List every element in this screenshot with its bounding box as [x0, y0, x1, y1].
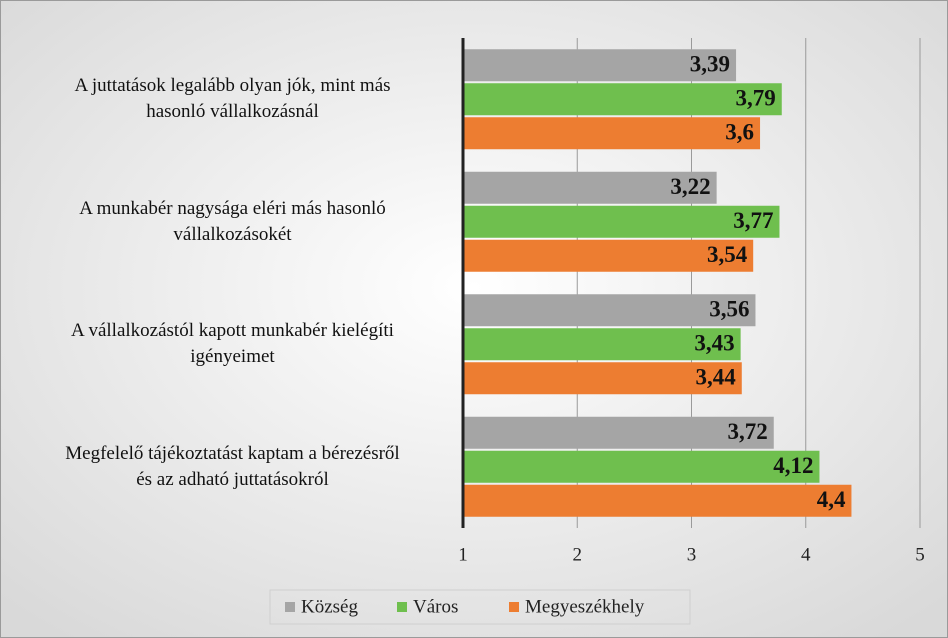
- x-tick-label: 1: [458, 544, 468, 565]
- bar: [463, 49, 737, 82]
- value-label: 3,79: [736, 86, 776, 111]
- value-label: 3,6: [725, 120, 754, 145]
- value-label: 3,43: [694, 331, 734, 356]
- legend-swatch: [509, 602, 519, 612]
- value-label: 3,22: [670, 174, 710, 199]
- x-tick-label: 3: [687, 544, 697, 565]
- x-tick-label: 5: [915, 544, 925, 565]
- value-label: 3,72: [728, 419, 768, 444]
- bar: [463, 117, 761, 150]
- bar: [463, 239, 754, 272]
- bar: [463, 83, 782, 116]
- value-label: 3,54: [707, 242, 748, 267]
- bar: [463, 450, 820, 483]
- bar: [463, 171, 717, 204]
- bar: [463, 294, 756, 327]
- bar: [463, 416, 774, 449]
- x-tick-label: 4: [801, 544, 811, 565]
- legend-label: Megyeszékhely: [525, 596, 645, 617]
- legend-label: Község: [301, 596, 358, 617]
- category-label: Megfelelő tájékoztatást kaptam a bérezés…: [65, 442, 400, 490]
- bar: [463, 205, 780, 238]
- value-label: 3,39: [690, 52, 730, 77]
- category-label: A munkabér nagysága eléri más hasonló vá…: [79, 197, 386, 245]
- legend-label: Város: [413, 596, 458, 617]
- value-label: 4,4: [817, 487, 846, 512]
- value-label: 3,77: [733, 208, 773, 233]
- legend-swatch: [285, 602, 295, 612]
- bar: [463, 484, 852, 517]
- bar: [463, 362, 742, 395]
- value-label: 4,12: [773, 453, 813, 478]
- legend-box: [269, 589, 691, 625]
- value-label: 3,56: [709, 297, 749, 322]
- x-tick-label: 2: [573, 544, 583, 565]
- category-label: A juttatások legalább olyan jók, mint má…: [74, 75, 391, 123]
- bar: [463, 328, 741, 361]
- value-label: 3,44: [696, 365, 737, 390]
- legend-swatch: [397, 602, 407, 612]
- category-label: A vállalkozástól kapott munkabér kielégí…: [71, 320, 394, 368]
